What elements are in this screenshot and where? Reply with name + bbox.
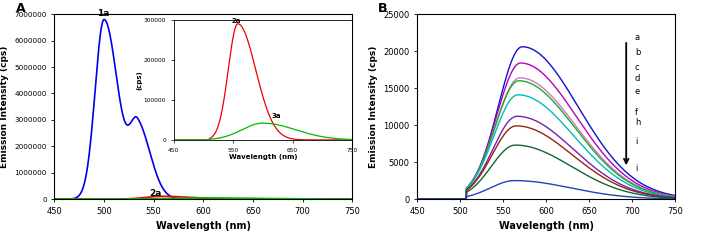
Text: c: c (635, 63, 640, 72)
X-axis label: Wavelength (nm): Wavelength (nm) (499, 221, 594, 231)
Text: d: d (635, 74, 640, 83)
Text: f: f (635, 108, 638, 117)
Text: b: b (635, 48, 640, 57)
Text: B: B (378, 2, 387, 15)
Text: e: e (635, 87, 640, 96)
Text: 2a: 2a (150, 189, 162, 198)
Text: 1a: 1a (97, 9, 110, 18)
Text: A: A (16, 2, 25, 15)
Y-axis label: Emission Intensity (cps): Emission Intensity (cps) (0, 46, 9, 168)
Text: a: a (635, 33, 640, 42)
Y-axis label: Emission Intensity (cps): Emission Intensity (cps) (369, 46, 378, 168)
Text: h: h (635, 118, 640, 128)
Text: i: i (635, 164, 637, 173)
Text: i: i (635, 137, 637, 146)
X-axis label: Wavelength (nm): Wavelength (nm) (156, 221, 250, 231)
